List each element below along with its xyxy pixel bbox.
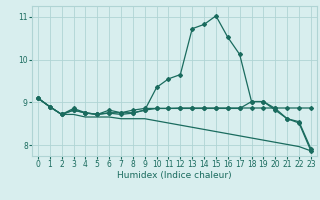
X-axis label: Humidex (Indice chaleur): Humidex (Indice chaleur) [117,171,232,180]
